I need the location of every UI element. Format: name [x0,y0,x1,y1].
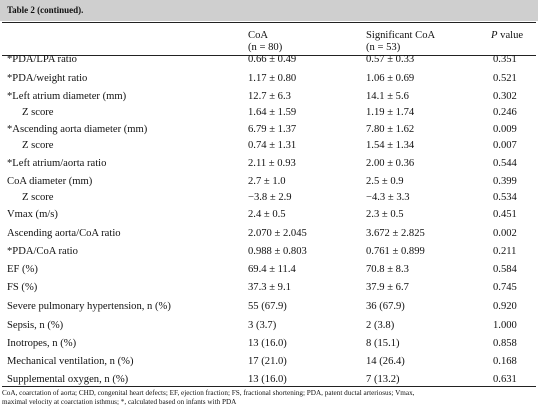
row-significant-value: 2.5 ± 0.9 [366,176,404,187]
table-bottom-rule [2,386,536,387]
row-pvalue: 0.544 [493,158,517,169]
row-pvalue: 0.521 [493,73,517,84]
row-pvalue: 0.009 [493,124,517,135]
row-pvalue: 0.745 [493,282,517,293]
row-coa-value: 17 (21.0) [248,356,287,367]
row-pvalue: 0.168 [493,356,517,367]
row-label: Z score [22,192,54,203]
row-label: Mechanical ventilation, n (%) [7,356,134,367]
row-pvalue: 0.631 [493,374,517,385]
row-significant-value: 1.19 ± 1.74 [366,107,415,118]
header-significant-coa: Significant CoA [366,30,436,41]
row-significant-value: 1.54 ± 1.34 [366,140,415,151]
row-significant-value: 0.761 ± 0.899 [366,246,425,257]
header-bottom-rule [2,55,536,56]
row-significant-value: 7 (13.2) [366,374,400,385]
header-pvalue-p: P [491,30,498,41]
row-significant-value: 2.3 ± 0.5 [366,209,404,220]
row-label: Z score [22,140,54,151]
row-label: *Ascending aorta diameter (mm) [7,124,148,135]
row-coa-value: 0.74 ± 1.31 [248,140,297,151]
row-pvalue: 0.399 [493,176,517,187]
row-pvalue: 0.002 [493,228,517,239]
row-pvalue: 0.211 [493,246,517,257]
row-label: Sepsis, n (%) [7,320,64,331]
row-label: *PDA/weight ratio [7,73,88,84]
row-pvalue: 0.302 [493,91,517,102]
row-label: *Left atrium diameter (mm) [7,91,127,102]
row-label: EF (%) [7,264,38,275]
row-label: *PDA/CoA ratio [7,246,78,257]
row-significant-value: 2 (3.8) [366,320,395,331]
row-label: Supplemental oxygen, n (%) [7,374,129,385]
row-coa-value: 2.7 ± 1.0 [248,176,286,187]
row-significant-value: 37.9 ± 6.7 [366,282,409,293]
row-coa-value: 1.64 ± 1.59 [248,107,297,118]
header-coa-n: (n = 80) [248,42,283,53]
row-pvalue: 1.000 [493,320,517,331]
row-pvalue: 0.858 [493,338,517,349]
row-significant-value: 0.57 ± 0.33 [366,54,415,65]
row-label: *PDA/LPA ratio [7,54,77,65]
row-label: Z score [22,107,54,118]
row-coa-value: 13 (16.0) [248,374,287,385]
header-top-rule [2,22,536,23]
row-significant-value: 14.1 ± 5.6 [366,91,409,102]
footnote-line-2: maximal velocity at coarctation isthmus;… [2,398,237,406]
row-coa-value: 55 (67.9) [248,301,287,312]
row-significant-value: −4.3 ± 3.3 [366,192,410,203]
row-significant-value: 70.8 ± 8.3 [366,264,409,275]
row-coa-value: 2.4 ± 0.5 [248,209,286,220]
row-label: FS (%) [7,282,38,293]
row-pvalue: 0.534 [493,192,517,203]
row-label: Vmax (m/s) [7,209,58,220]
row-coa-value: 13 (16.0) [248,338,287,349]
row-coa-value: 2.070 ± 2.045 [248,228,307,239]
row-coa-value: 0.988 ± 0.803 [248,246,307,257]
row-pvalue: 0.920 [493,301,517,312]
row-coa-value: 6.79 ± 1.37 [248,124,297,135]
table-footnote: CoA, coarctation of aorta; CHD, congenit… [2,389,536,407]
row-coa-value: 37.3 ± 9.1 [248,282,291,293]
header-pvalue-rest: value [500,30,524,41]
row-pvalue: 0.351 [493,54,517,65]
header-pvalue: P value [491,30,523,42]
row-pvalue: 0.584 [493,264,517,275]
header-coa: CoA [248,30,269,41]
row-label: CoA diameter (mm) [7,176,93,187]
row-pvalue: 0.007 [493,140,517,151]
row-significant-value: 36 (67.9) [366,301,405,312]
row-significant-value: 3.672 ± 2.825 [366,228,425,239]
row-coa-value: 69.4 ± 11.4 [248,264,296,275]
row-coa-value: 3 (3.7) [248,320,277,331]
row-significant-value: 8 (15.1) [366,338,400,349]
row-significant-value: 14 (26.4) [366,356,405,367]
row-coa-value: 0.66 ± 0.49 [248,54,297,65]
footnote-line-1: CoA, coarctation of aorta; CHD, congenit… [2,389,415,397]
row-coa-value: −3.8 ± 2.9 [248,192,292,203]
header-significant-coa-n: (n = 53) [366,42,401,53]
row-label: Ascending aorta/CoA ratio [7,228,121,239]
row-pvalue: 0.246 [493,107,517,118]
row-label: Severe pulmonary hypertension, n (%) [7,301,171,312]
row-coa-value: 12.7 ± 6.3 [248,91,291,102]
row-significant-value: 7.80 ± 1.62 [366,124,415,135]
row-significant-value: 1.06 ± 0.69 [366,73,415,84]
row-coa-value: 1.17 ± 0.80 [248,73,297,84]
row-label: *Left atrium/aorta ratio [7,158,107,169]
row-coa-value: 2.11 ± 0.93 [248,158,296,169]
table-title: Table 2 (continued). [7,5,84,15]
table-title-bar: Table 2 (continued). [0,0,538,21]
row-pvalue: 0.451 [493,209,517,220]
row-label: Inotropes, n (%) [7,338,77,349]
row-significant-value: 2.00 ± 0.36 [366,158,415,169]
